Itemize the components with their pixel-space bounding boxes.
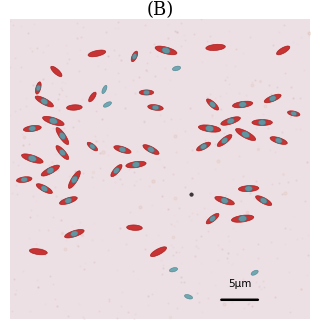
Ellipse shape <box>21 154 43 163</box>
Ellipse shape <box>264 94 281 103</box>
Ellipse shape <box>35 96 53 107</box>
Ellipse shape <box>269 96 276 101</box>
Ellipse shape <box>217 134 232 147</box>
Ellipse shape <box>87 142 98 151</box>
Ellipse shape <box>221 117 240 125</box>
Ellipse shape <box>56 127 69 145</box>
Ellipse shape <box>41 186 48 191</box>
Ellipse shape <box>143 90 150 95</box>
Ellipse shape <box>231 215 254 222</box>
Ellipse shape <box>43 116 64 126</box>
Ellipse shape <box>221 198 228 204</box>
Ellipse shape <box>210 216 216 221</box>
Ellipse shape <box>260 198 267 204</box>
Ellipse shape <box>150 247 167 257</box>
Ellipse shape <box>56 146 69 160</box>
Text: 5μm: 5μm <box>228 279 251 289</box>
Ellipse shape <box>238 216 247 222</box>
Ellipse shape <box>29 126 36 131</box>
Ellipse shape <box>152 105 159 110</box>
Ellipse shape <box>71 231 78 236</box>
Ellipse shape <box>236 129 256 140</box>
Ellipse shape <box>196 142 211 151</box>
Ellipse shape <box>256 196 272 205</box>
Ellipse shape <box>162 47 170 53</box>
Ellipse shape <box>41 165 60 176</box>
Ellipse shape <box>36 82 41 94</box>
Ellipse shape <box>59 132 66 140</box>
Ellipse shape <box>238 186 259 192</box>
Ellipse shape <box>139 90 154 95</box>
Ellipse shape <box>185 294 193 299</box>
Ellipse shape <box>114 146 131 154</box>
Ellipse shape <box>71 176 77 183</box>
Ellipse shape <box>28 156 36 162</box>
Ellipse shape <box>245 186 252 191</box>
Ellipse shape <box>41 99 48 104</box>
Ellipse shape <box>275 138 282 143</box>
Ellipse shape <box>233 101 253 108</box>
Ellipse shape <box>127 225 142 230</box>
Ellipse shape <box>132 162 140 167</box>
Ellipse shape <box>206 213 219 224</box>
Ellipse shape <box>205 125 214 132</box>
Ellipse shape <box>126 161 146 168</box>
Ellipse shape <box>276 46 290 55</box>
Ellipse shape <box>143 145 159 155</box>
Ellipse shape <box>114 168 119 173</box>
Ellipse shape <box>172 66 180 71</box>
Ellipse shape <box>23 125 41 132</box>
Ellipse shape <box>190 193 193 196</box>
Ellipse shape <box>51 66 62 76</box>
Ellipse shape <box>270 137 287 144</box>
Ellipse shape <box>252 119 272 125</box>
Ellipse shape <box>90 144 95 149</box>
Ellipse shape <box>47 168 54 173</box>
Ellipse shape <box>60 197 77 204</box>
Ellipse shape <box>36 85 41 91</box>
Ellipse shape <box>119 147 126 152</box>
Ellipse shape <box>251 270 258 275</box>
Ellipse shape <box>169 268 178 272</box>
Ellipse shape <box>103 102 111 107</box>
Ellipse shape <box>102 85 107 94</box>
Ellipse shape <box>210 101 216 108</box>
Ellipse shape <box>198 125 221 132</box>
Ellipse shape <box>65 198 72 203</box>
Ellipse shape <box>206 99 219 110</box>
Ellipse shape <box>200 144 207 149</box>
Ellipse shape <box>59 149 65 156</box>
Ellipse shape <box>131 51 138 62</box>
Ellipse shape <box>65 229 84 238</box>
Ellipse shape <box>49 118 57 124</box>
Ellipse shape <box>155 46 177 55</box>
Ellipse shape <box>29 249 47 255</box>
Ellipse shape <box>36 184 52 194</box>
Ellipse shape <box>239 102 246 107</box>
Ellipse shape <box>242 131 250 138</box>
Ellipse shape <box>258 120 266 125</box>
Ellipse shape <box>132 53 137 59</box>
Ellipse shape <box>221 138 228 144</box>
Ellipse shape <box>16 177 32 182</box>
Ellipse shape <box>287 111 300 116</box>
Ellipse shape <box>148 105 163 110</box>
Ellipse shape <box>89 92 96 102</box>
Title: (B): (B) <box>146 1 174 19</box>
Ellipse shape <box>88 50 106 57</box>
Ellipse shape <box>68 171 80 188</box>
Ellipse shape <box>148 147 154 152</box>
Ellipse shape <box>67 105 82 110</box>
Ellipse shape <box>291 111 297 116</box>
Ellipse shape <box>206 44 225 51</box>
Ellipse shape <box>21 177 28 182</box>
Ellipse shape <box>227 118 234 124</box>
Ellipse shape <box>111 164 122 177</box>
Ellipse shape <box>215 196 234 205</box>
